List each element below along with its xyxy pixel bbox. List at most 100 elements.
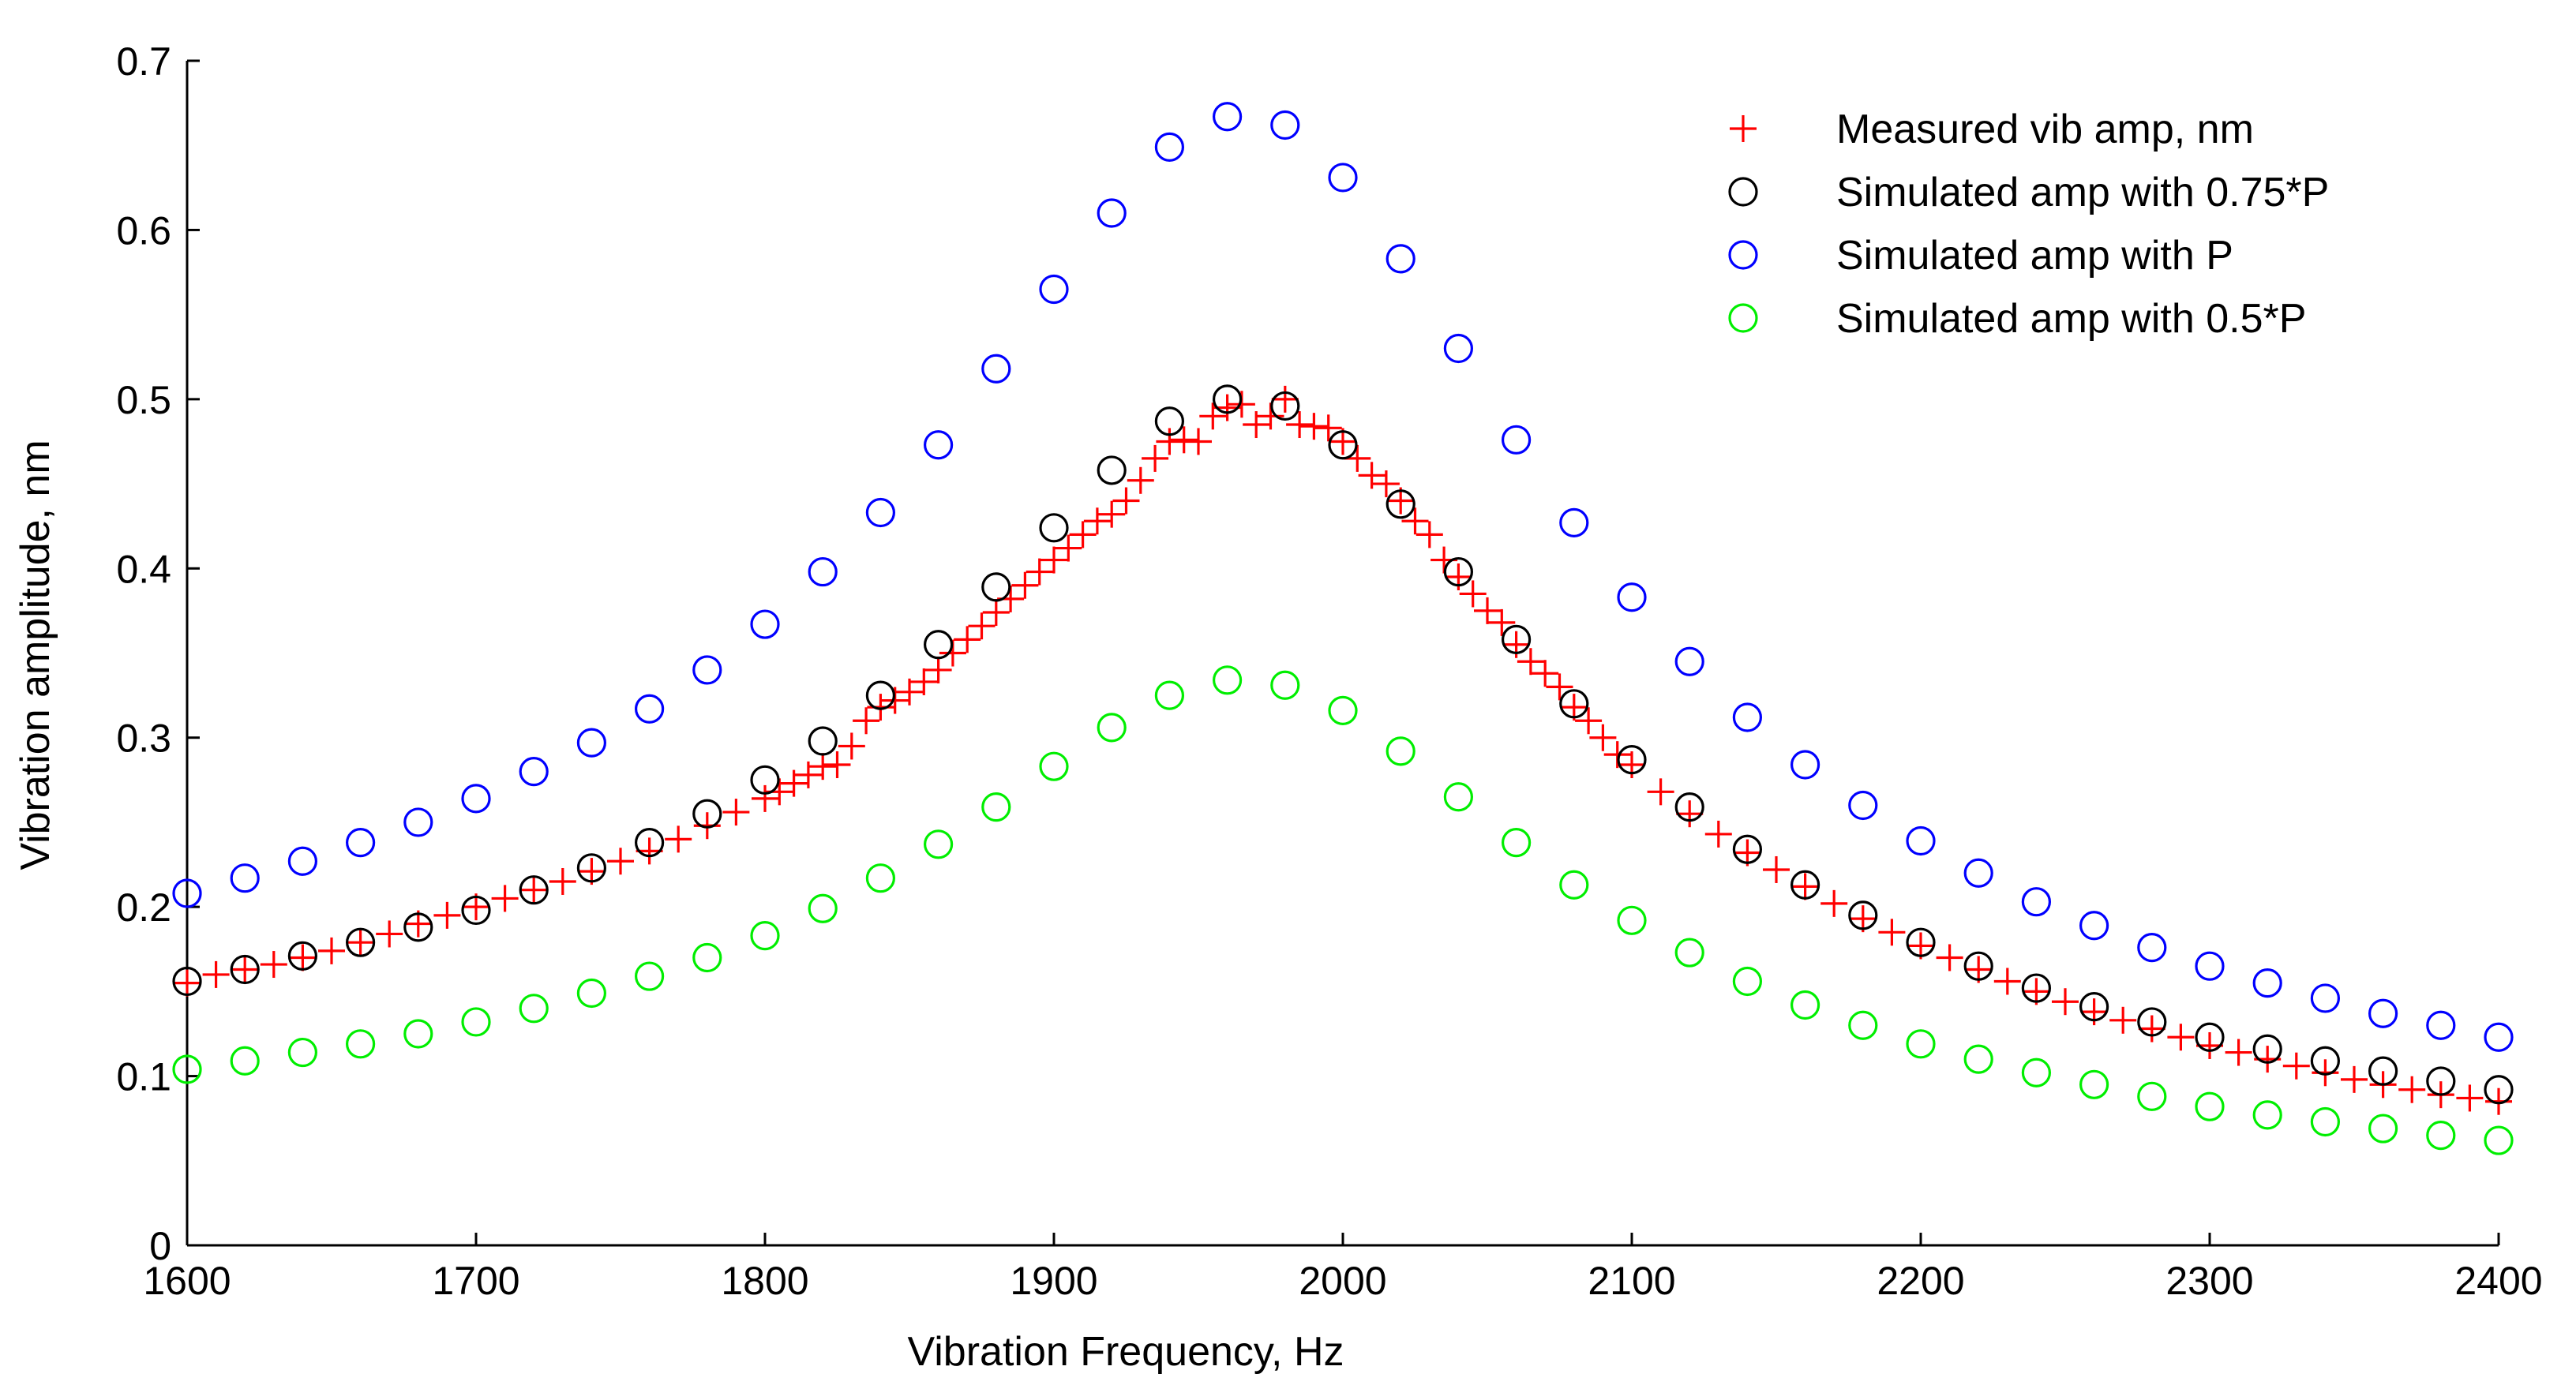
data-point	[2368, 998, 2398, 1028]
data-point	[780, 769, 808, 797]
data-point	[287, 941, 317, 971]
data-point	[809, 753, 837, 780]
data-point	[576, 728, 607, 758]
data-point	[692, 799, 722, 829]
data-point	[2341, 1065, 2368, 1093]
data-point	[1674, 792, 1704, 822]
data-point	[634, 961, 665, 991]
data-point	[2079, 1069, 2109, 1099]
data-point	[1559, 689, 1589, 719]
data-point	[519, 756, 549, 787]
data-point	[1732, 702, 1762, 732]
data-point	[1603, 741, 1631, 769]
data-point	[1848, 1010, 1878, 1040]
data-point	[1069, 521, 1097, 548]
data-point	[2310, 1106, 2340, 1137]
data-point	[433, 901, 461, 929]
data-point	[2484, 1125, 2514, 1155]
x-tick-label: 2300	[2165, 1259, 2253, 1303]
data-point	[172, 878, 202, 908]
data-point	[403, 1019, 433, 1049]
data-point	[2252, 1034, 2282, 1064]
data-point	[461, 895, 491, 926]
legend-item: Measured vib amp, nm	[1730, 107, 2254, 152]
data-point	[2368, 1114, 2398, 1144]
data-point	[230, 1046, 260, 1076]
data-point	[2021, 887, 2051, 917]
y-tick-label: 0.4	[116, 547, 171, 591]
data-point	[1459, 580, 1487, 608]
data-point	[1039, 274, 1069, 305]
data-point	[968, 612, 996, 640]
data-point	[403, 807, 433, 837]
data-point	[2398, 1076, 2426, 1103]
data-point	[1443, 556, 1474, 587]
data-point	[923, 829, 954, 859]
data-point	[2426, 1066, 2456, 1096]
data-point	[1474, 597, 1501, 624]
data-point	[1674, 938, 1704, 968]
legend-marker	[1728, 303, 1758, 333]
data-point	[1041, 546, 1067, 574]
data-point	[896, 678, 923, 706]
data-point	[752, 784, 778, 812]
data-point	[1790, 990, 1820, 1020]
legend: Measured vib amp, nm Simulated amp with 0…	[1728, 107, 2329, 342]
y-tick-label: 0.5	[116, 378, 171, 422]
x-axis-label: Vibration Frequency, Hz	[907, 1329, 1344, 1375]
y-tick-label: 0.3	[116, 717, 171, 761]
data-point	[867, 694, 894, 721]
data-point	[1906, 1029, 1936, 1059]
series-simulated-amp-with-p	[172, 102, 2514, 1052]
data-point	[1791, 873, 1819, 900]
data-point	[2282, 1052, 2310, 1080]
data-point	[346, 927, 376, 957]
data-point	[923, 630, 954, 660]
data-point	[1790, 750, 1820, 780]
x-tick-label: 1700	[432, 1259, 519, 1303]
data-point	[2456, 1084, 2484, 1112]
data-point	[2137, 1007, 2167, 1037]
data-point	[910, 668, 938, 695]
data-point	[1154, 132, 1185, 162]
data-point	[1271, 385, 1299, 413]
data-point	[1314, 414, 1342, 442]
data-point	[1501, 624, 1532, 654]
x-tick-label: 2100	[1588, 1259, 1675, 1303]
data-point	[808, 893, 838, 923]
data-point	[1097, 198, 1127, 228]
data-point	[2195, 1091, 2225, 1121]
data-point	[1559, 870, 1589, 900]
legend-item: Simulated amp with 0.5*P	[1728, 296, 2306, 342]
data-point	[1328, 430, 1358, 460]
data-point	[750, 920, 780, 951]
data-point	[2225, 1039, 2252, 1066]
data-point	[1501, 828, 1532, 858]
legend-item: Simulated amp with 0.75*P	[1728, 170, 2329, 215]
data-point	[982, 599, 1010, 627]
data-point	[1112, 487, 1140, 515]
data-point	[231, 956, 259, 983]
data-point	[230, 954, 260, 985]
data-point	[1097, 455, 1127, 485]
data-point	[1385, 244, 1415, 274]
data-point	[808, 556, 838, 587]
data-point	[1963, 858, 1993, 888]
data-point	[981, 354, 1011, 384]
data-point	[823, 751, 851, 779]
legend-marker	[1730, 115, 1757, 142]
data-point	[2167, 1024, 2195, 1051]
data-point	[1415, 521, 1443, 548]
data-point	[2310, 1046, 2340, 1076]
data-point	[1185, 428, 1212, 455]
data-point	[318, 937, 345, 964]
data-point	[2252, 1100, 2282, 1130]
data-point	[1300, 413, 1328, 440]
data-point	[1617, 744, 1647, 775]
data-point	[2426, 1121, 2456, 1151]
data-point	[1704, 820, 1732, 848]
data-point	[1732, 834, 1762, 864]
data-point	[2426, 1010, 2456, 1040]
y-tick-label: 0.1	[116, 1055, 171, 1099]
data-point	[519, 875, 549, 905]
